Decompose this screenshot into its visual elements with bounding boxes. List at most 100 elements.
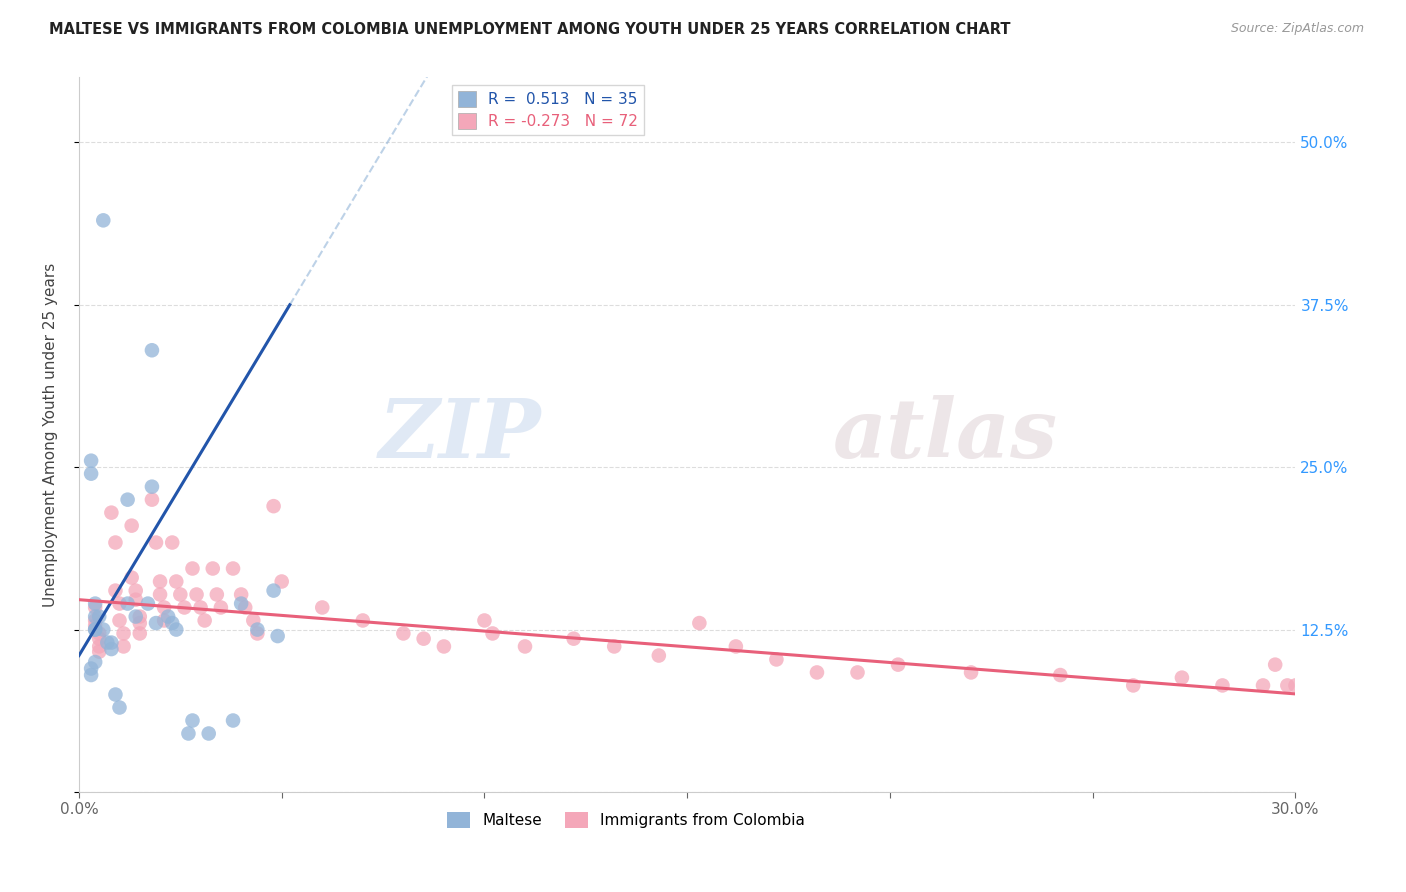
Point — [89, 645, 111, 659]
Point — [474, 614, 496, 628]
Point — [84, 655, 107, 669]
Point — [136, 597, 159, 611]
Point — [648, 648, 671, 663]
Point — [186, 587, 208, 601]
Point — [1049, 668, 1071, 682]
Point — [104, 688, 127, 702]
Point — [181, 561, 204, 575]
Point — [104, 535, 127, 549]
Point — [84, 597, 107, 611]
Point — [141, 343, 163, 358]
Point — [263, 499, 285, 513]
Point — [1211, 678, 1233, 692]
Point — [100, 635, 122, 649]
Point — [117, 597, 139, 611]
Point — [209, 600, 232, 615]
Point — [149, 587, 172, 601]
Point — [128, 616, 150, 631]
Point — [169, 587, 191, 601]
Point — [128, 609, 150, 624]
Point — [96, 635, 118, 649]
Point — [1264, 657, 1286, 672]
Point — [84, 609, 107, 624]
Point — [481, 626, 503, 640]
Point — [688, 616, 710, 631]
Point — [846, 665, 869, 680]
Point — [80, 467, 103, 481]
Y-axis label: Unemployment Among Youth under 25 years: Unemployment Among Youth under 25 years — [44, 262, 58, 607]
Point — [160, 535, 183, 549]
Point — [125, 609, 148, 624]
Point — [84, 623, 107, 637]
Point — [181, 714, 204, 728]
Point — [197, 726, 219, 740]
Point — [153, 600, 176, 615]
Point — [177, 726, 200, 740]
Point — [246, 623, 269, 637]
Point — [194, 614, 217, 628]
Point — [89, 632, 111, 646]
Point — [141, 480, 163, 494]
Point — [190, 600, 212, 615]
Point — [165, 574, 187, 589]
Point — [231, 587, 253, 601]
Point — [270, 574, 292, 589]
Point — [173, 600, 195, 615]
Point — [603, 640, 626, 654]
Point — [887, 657, 910, 672]
Point — [205, 587, 228, 601]
Point — [1122, 678, 1144, 692]
Point — [125, 583, 148, 598]
Text: Source: ZipAtlas.com: Source: ZipAtlas.com — [1230, 22, 1364, 36]
Point — [263, 583, 285, 598]
Point — [311, 600, 333, 615]
Point — [231, 597, 253, 611]
Legend: Maltese, Immigrants from Colombia: Maltese, Immigrants from Colombia — [441, 806, 811, 834]
Point — [145, 535, 167, 549]
Point — [112, 626, 135, 640]
Point — [100, 642, 122, 657]
Point — [513, 640, 536, 654]
Point — [91, 213, 114, 227]
Point — [201, 561, 224, 575]
Point — [266, 629, 288, 643]
Point — [100, 506, 122, 520]
Point — [165, 623, 187, 637]
Point — [1277, 678, 1299, 692]
Point — [108, 700, 131, 714]
Text: MALTESE VS IMMIGRANTS FROM COLOMBIA UNEMPLOYMENT AMONG YOUTH UNDER 25 YEARS CORR: MALTESE VS IMMIGRANTS FROM COLOMBIA UNEM… — [49, 22, 1011, 37]
Point — [141, 492, 163, 507]
Point — [724, 640, 747, 654]
Point — [222, 561, 245, 575]
Point — [89, 609, 111, 624]
Point — [157, 609, 180, 624]
Point — [1171, 671, 1194, 685]
Point — [117, 492, 139, 507]
Point — [89, 640, 111, 654]
Point — [765, 652, 787, 666]
Text: ZIP: ZIP — [378, 394, 541, 475]
Point — [222, 714, 245, 728]
Point — [149, 574, 172, 589]
Point — [246, 626, 269, 640]
Point — [960, 665, 983, 680]
Point — [153, 614, 176, 628]
Point — [84, 623, 107, 637]
Point — [1292, 678, 1315, 692]
Point — [562, 632, 585, 646]
Point — [108, 614, 131, 628]
Point — [806, 665, 828, 680]
Point — [233, 600, 256, 615]
Point — [89, 626, 111, 640]
Point — [80, 661, 103, 675]
Point — [80, 668, 103, 682]
Point — [145, 616, 167, 631]
Point — [433, 640, 456, 654]
Point — [91, 623, 114, 637]
Point — [242, 614, 264, 628]
Point — [112, 640, 135, 654]
Point — [412, 632, 434, 646]
Point — [80, 453, 103, 467]
Point — [121, 518, 143, 533]
Point — [128, 626, 150, 640]
